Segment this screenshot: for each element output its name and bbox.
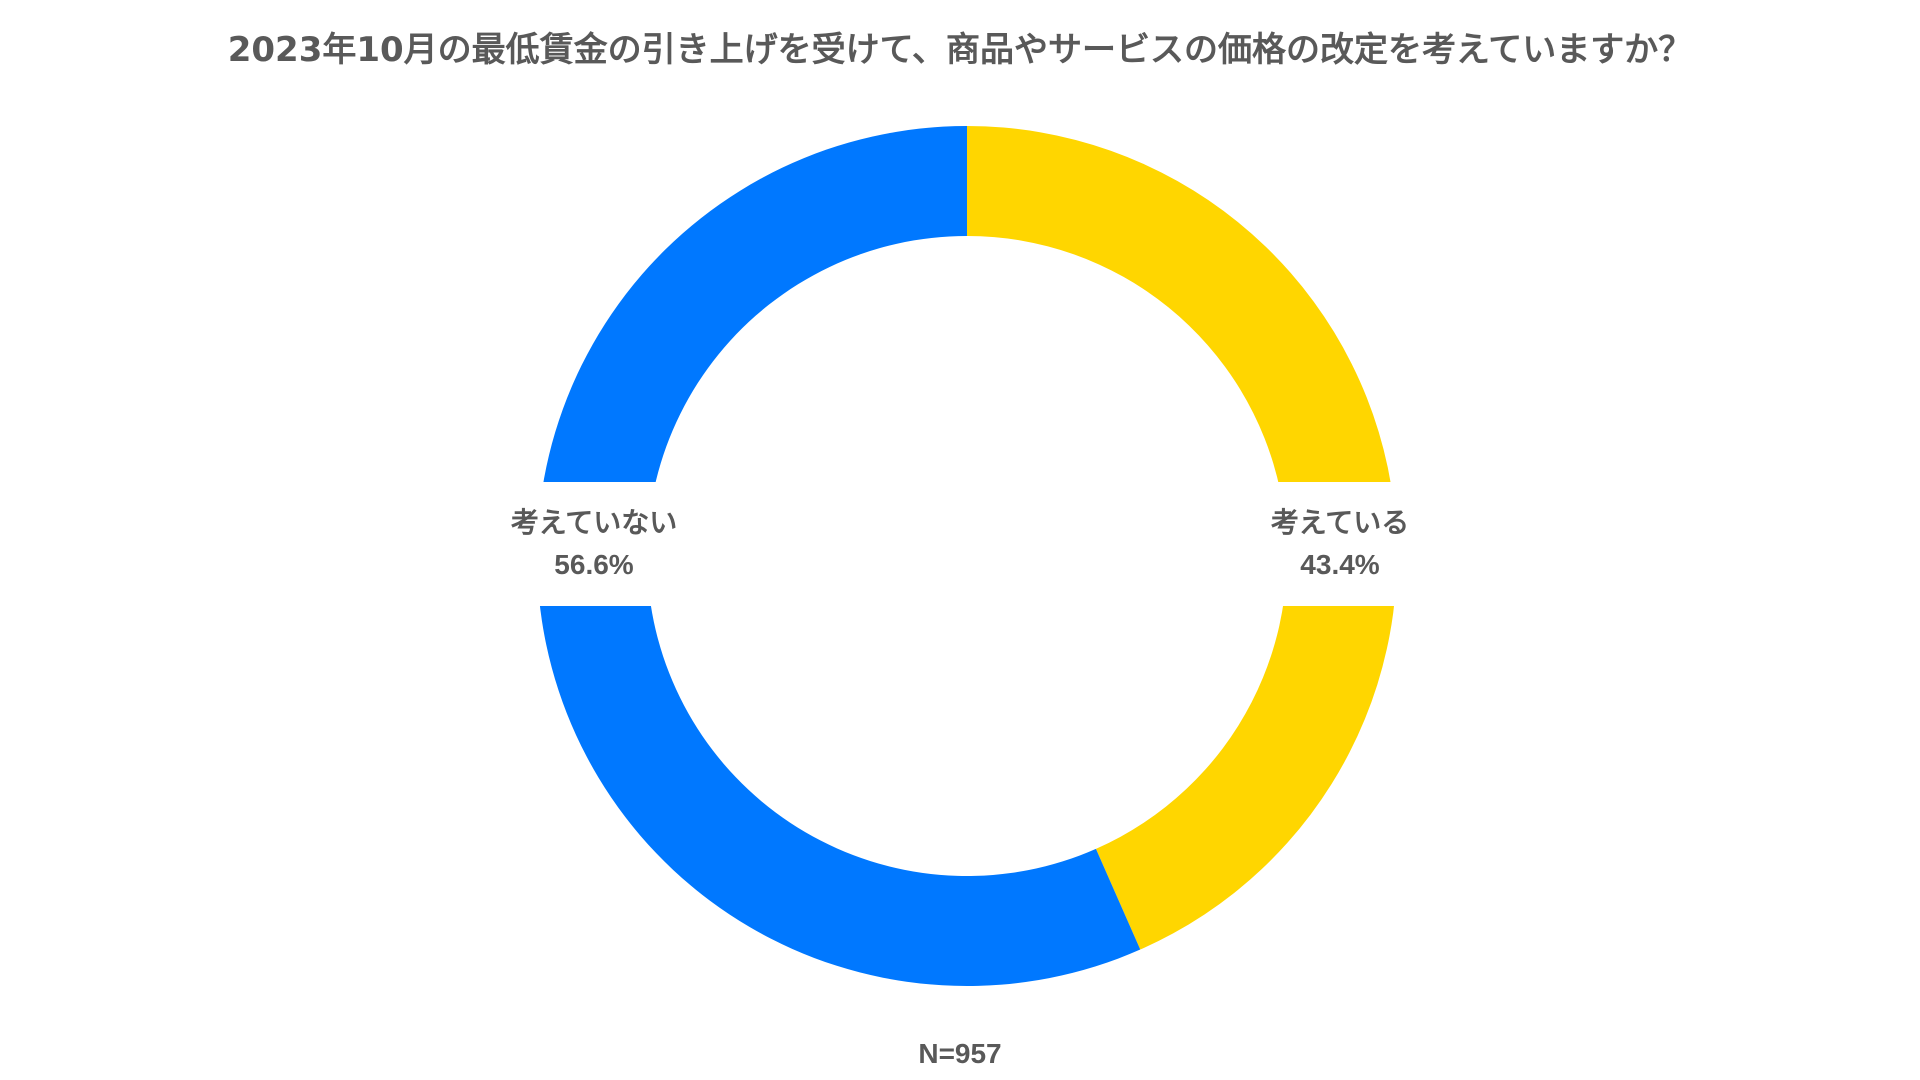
donut-slice-0 xyxy=(967,126,1397,950)
slice-label-name-0: 考えている xyxy=(1271,506,1410,539)
slice-label-value-0: 43.4% xyxy=(1300,549,1379,580)
label-gap-0 xyxy=(1262,482,1442,606)
donut-slice-1 xyxy=(536,126,1141,987)
label-gaps-layer xyxy=(505,482,1442,606)
slices-layer xyxy=(536,126,1397,987)
label-gap-1 xyxy=(505,482,685,606)
slice-label-name-1: 考えていない xyxy=(511,506,678,539)
sample-size-note: N=957 xyxy=(918,1038,1002,1069)
labels-layer: 考えている 43.4% 考えていない 56.6% xyxy=(511,506,1410,580)
chart-title: 2023年10月の最低賃金の引き上げを受けて、商品やサービスの価格の改定を考えて… xyxy=(227,30,1693,70)
slice-label-value-1: 56.6% xyxy=(554,549,633,580)
